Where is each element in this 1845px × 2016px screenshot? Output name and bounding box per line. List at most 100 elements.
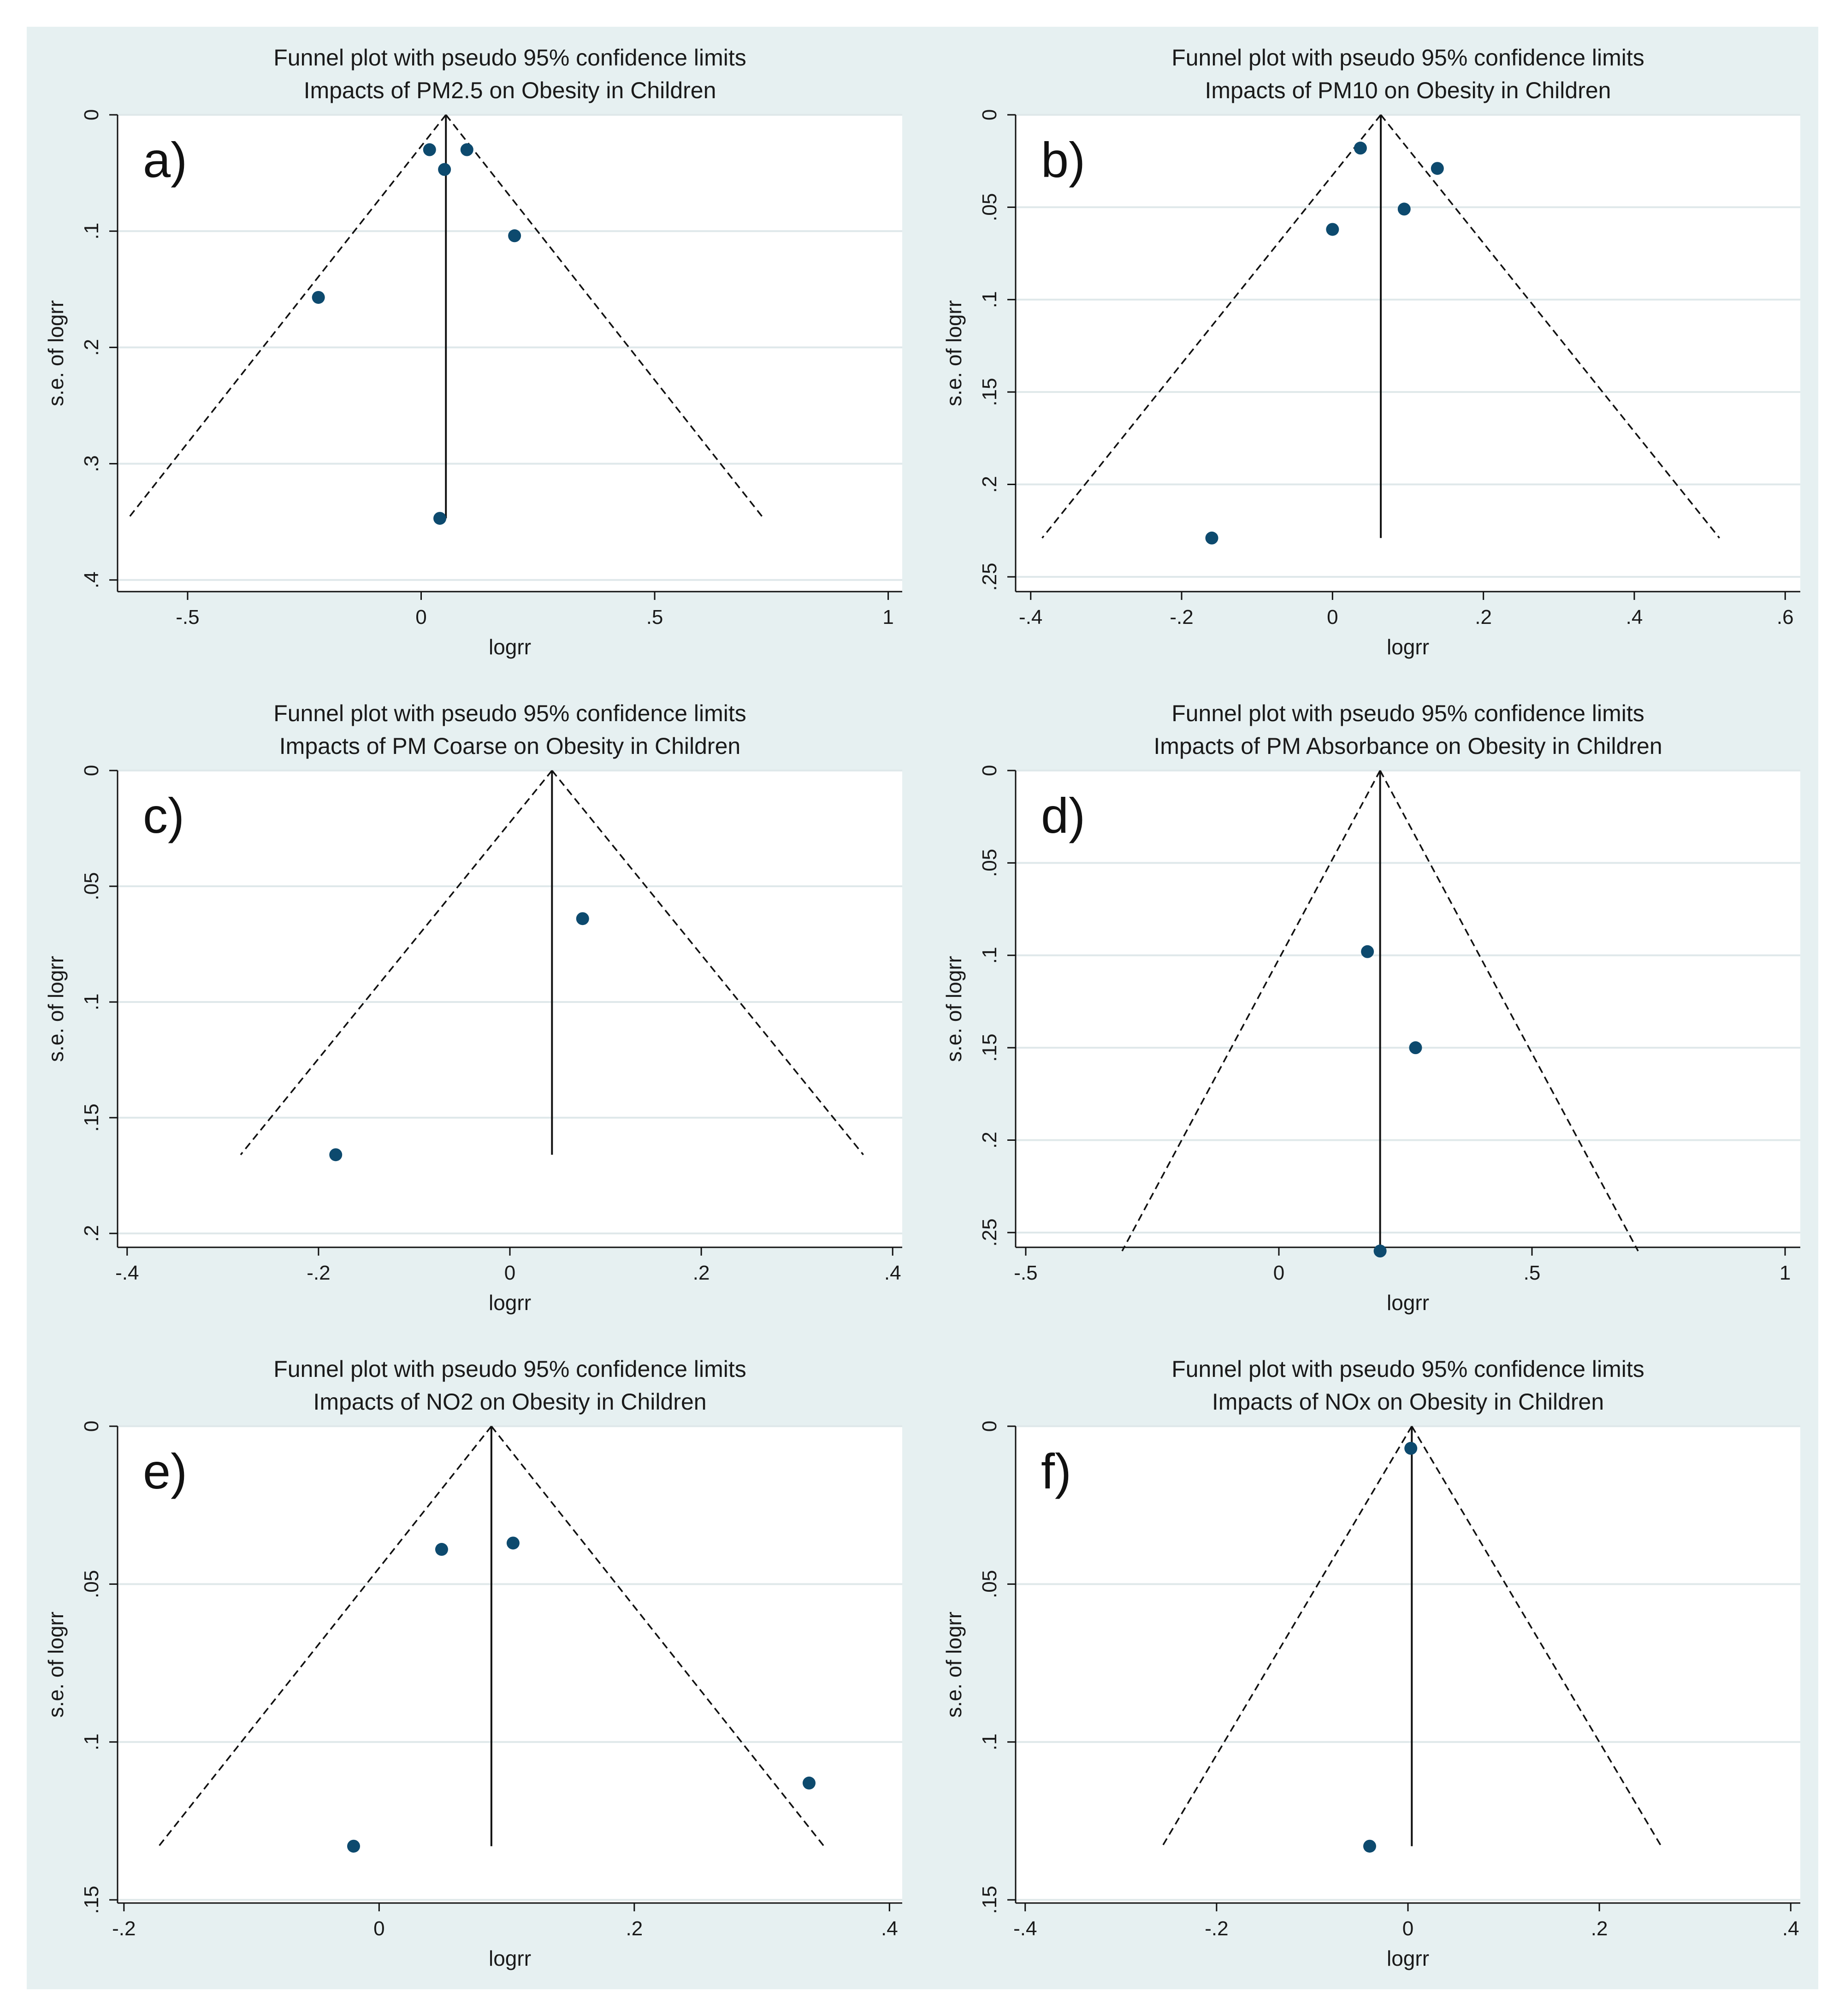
panel-title: Funnel plot with pseudo 95% confidence l… <box>273 45 746 71</box>
confidence-limit-right <box>491 1425 825 1847</box>
y-tick-label: .15 <box>80 1886 103 1914</box>
x-tick-label: 0 <box>1402 1917 1413 1940</box>
x-tick-label: 1 <box>1780 1262 1791 1284</box>
x-tick-label: -.2 <box>1205 1917 1228 1940</box>
panel-letter: e) <box>143 1443 187 1499</box>
confidence-limit-left <box>1041 114 1382 539</box>
y-tick-label: .15 <box>978 1886 1001 1914</box>
y-tick-label: 0 <box>978 1421 1001 1432</box>
confidence-limit-right <box>1411 1426 1662 1847</box>
study-point <box>1409 1041 1422 1055</box>
y-tick-label: .4 <box>80 571 103 588</box>
y-axis-label: s.e. of logrr <box>942 956 966 1062</box>
study-point <box>1205 531 1218 545</box>
panel-letter: f) <box>1041 1443 1071 1499</box>
x-axis-label: logrr <box>1387 1291 1429 1315</box>
x-tick-label: -.2 <box>1170 606 1193 629</box>
x-axis-label: logrr <box>489 1291 531 1315</box>
x-tick-label: .4 <box>1626 606 1643 629</box>
confidence-limit-left <box>1161 1426 1413 1847</box>
panel-letter: a) <box>143 132 187 188</box>
study-point <box>460 143 473 156</box>
panel-subtitle: Impacts of NO2 on Obesity in Children <box>313 1389 706 1415</box>
x-tick-label: -.4 <box>115 1262 139 1284</box>
y-tick-label: 0 <box>978 109 1001 120</box>
confidence-limit-left <box>1121 770 1381 1251</box>
y-tick-label: .1 <box>80 994 103 1011</box>
confidence-limit-right <box>445 114 764 519</box>
plot-area <box>118 115 902 592</box>
y-axis-label: s.e. of logrr <box>44 1612 68 1718</box>
study-point <box>508 229 521 243</box>
plot-area <box>1016 771 1800 1247</box>
y-axis-label: s.e. of logrr <box>942 1612 966 1718</box>
y-tick-label: 0 <box>80 765 103 776</box>
x-tick-label: .2 <box>1475 606 1492 629</box>
study-point <box>506 1536 520 1550</box>
x-axis-label: logrr <box>1387 1946 1429 1970</box>
study-point <box>1354 142 1367 155</box>
plot-area <box>118 1426 902 1903</box>
y-tick-label: 0 <box>80 109 103 120</box>
y-tick-label: .15 <box>978 378 1001 406</box>
x-tick-label: .4 <box>1782 1917 1799 1940</box>
x-tick-label: 1 <box>882 606 893 629</box>
study-point <box>347 1839 360 1853</box>
x-tick-label: 0 <box>1327 606 1338 629</box>
y-tick-label: .2 <box>978 1132 1001 1149</box>
confidence-limit-left <box>240 770 553 1156</box>
y-tick-label: .05 <box>978 193 1001 221</box>
panel-title: Funnel plot with pseudo 95% confidence l… <box>1171 700 1644 726</box>
x-tick-label: -.5 <box>176 606 199 629</box>
x-tick-label: .4 <box>881 1917 898 1940</box>
y-tick-label: .2 <box>80 1225 103 1242</box>
panel-subtitle: Impacts of PM2.5 on Obesity in Children <box>304 77 716 103</box>
y-tick-label: .15 <box>978 1034 1001 1062</box>
y-tick-label: .05 <box>978 1570 1001 1598</box>
x-tick-label: .4 <box>884 1262 901 1284</box>
panels-container: Funnel plot with pseudo 95% confidence l… <box>44 45 1800 1970</box>
y-axis-label: s.e. of logrr <box>942 300 966 406</box>
x-tick-label: -.2 <box>307 1262 330 1284</box>
study-point <box>1431 162 1444 175</box>
plot-area <box>118 771 902 1247</box>
y-tick-label: .25 <box>978 1218 1001 1246</box>
x-tick-label: .2 <box>626 1917 643 1940</box>
panel-c: Funnel plot with pseudo 95% confidence l… <box>44 700 902 1315</box>
x-tick-label: -.2 <box>112 1917 136 1940</box>
confidence-limit-left <box>127 114 447 519</box>
confidence-limit-right <box>551 770 864 1156</box>
x-tick-label: 0 <box>504 1262 515 1284</box>
panel-letter: b) <box>1041 132 1085 188</box>
panel-subtitle: Impacts of PM Coarse on Obesity in Child… <box>279 733 740 759</box>
study-point <box>435 1543 448 1556</box>
x-tick-label: -.5 <box>1014 1262 1037 1284</box>
y-tick-label: 0 <box>978 765 1001 776</box>
x-tick-label: .5 <box>1524 1262 1541 1284</box>
x-axis-label: logrr <box>489 635 531 659</box>
panel-title: Funnel plot with pseudo 95% confidence l… <box>273 1356 746 1382</box>
panel-e: Funnel plot with pseudo 95% confidence l… <box>44 1356 902 1970</box>
panel-subtitle: Impacts of NOx on Obesity in Children <box>1212 1389 1604 1415</box>
study-point <box>438 163 451 176</box>
panel-f: Funnel plot with pseudo 95% confidence l… <box>942 1356 1800 1970</box>
study-point <box>802 1776 816 1790</box>
x-axis-label: logrr <box>1387 635 1429 659</box>
x-axis-label: logrr <box>489 1946 531 1970</box>
y-axis-label: s.e. of logrr <box>44 300 68 406</box>
study-point <box>1361 945 1374 958</box>
panel-d: Funnel plot with pseudo 95% confidence l… <box>942 700 1800 1315</box>
x-tick-label: 0 <box>1273 1262 1284 1284</box>
study-point <box>1397 202 1411 216</box>
y-tick-label: .15 <box>80 1103 103 1132</box>
panel-b: Funnel plot with pseudo 95% confidence l… <box>942 45 1800 659</box>
x-tick-label: 0 <box>373 1917 384 1940</box>
x-tick-label: .5 <box>646 606 663 629</box>
x-tick-label: .2 <box>693 1262 710 1284</box>
panel-title: Funnel plot with pseudo 95% confidence l… <box>1171 45 1644 71</box>
y-tick-label: .2 <box>80 339 103 356</box>
y-tick-label: .25 <box>978 563 1001 591</box>
x-tick-label: -.4 <box>1013 1917 1037 1940</box>
y-tick-label: 0 <box>80 1421 103 1432</box>
